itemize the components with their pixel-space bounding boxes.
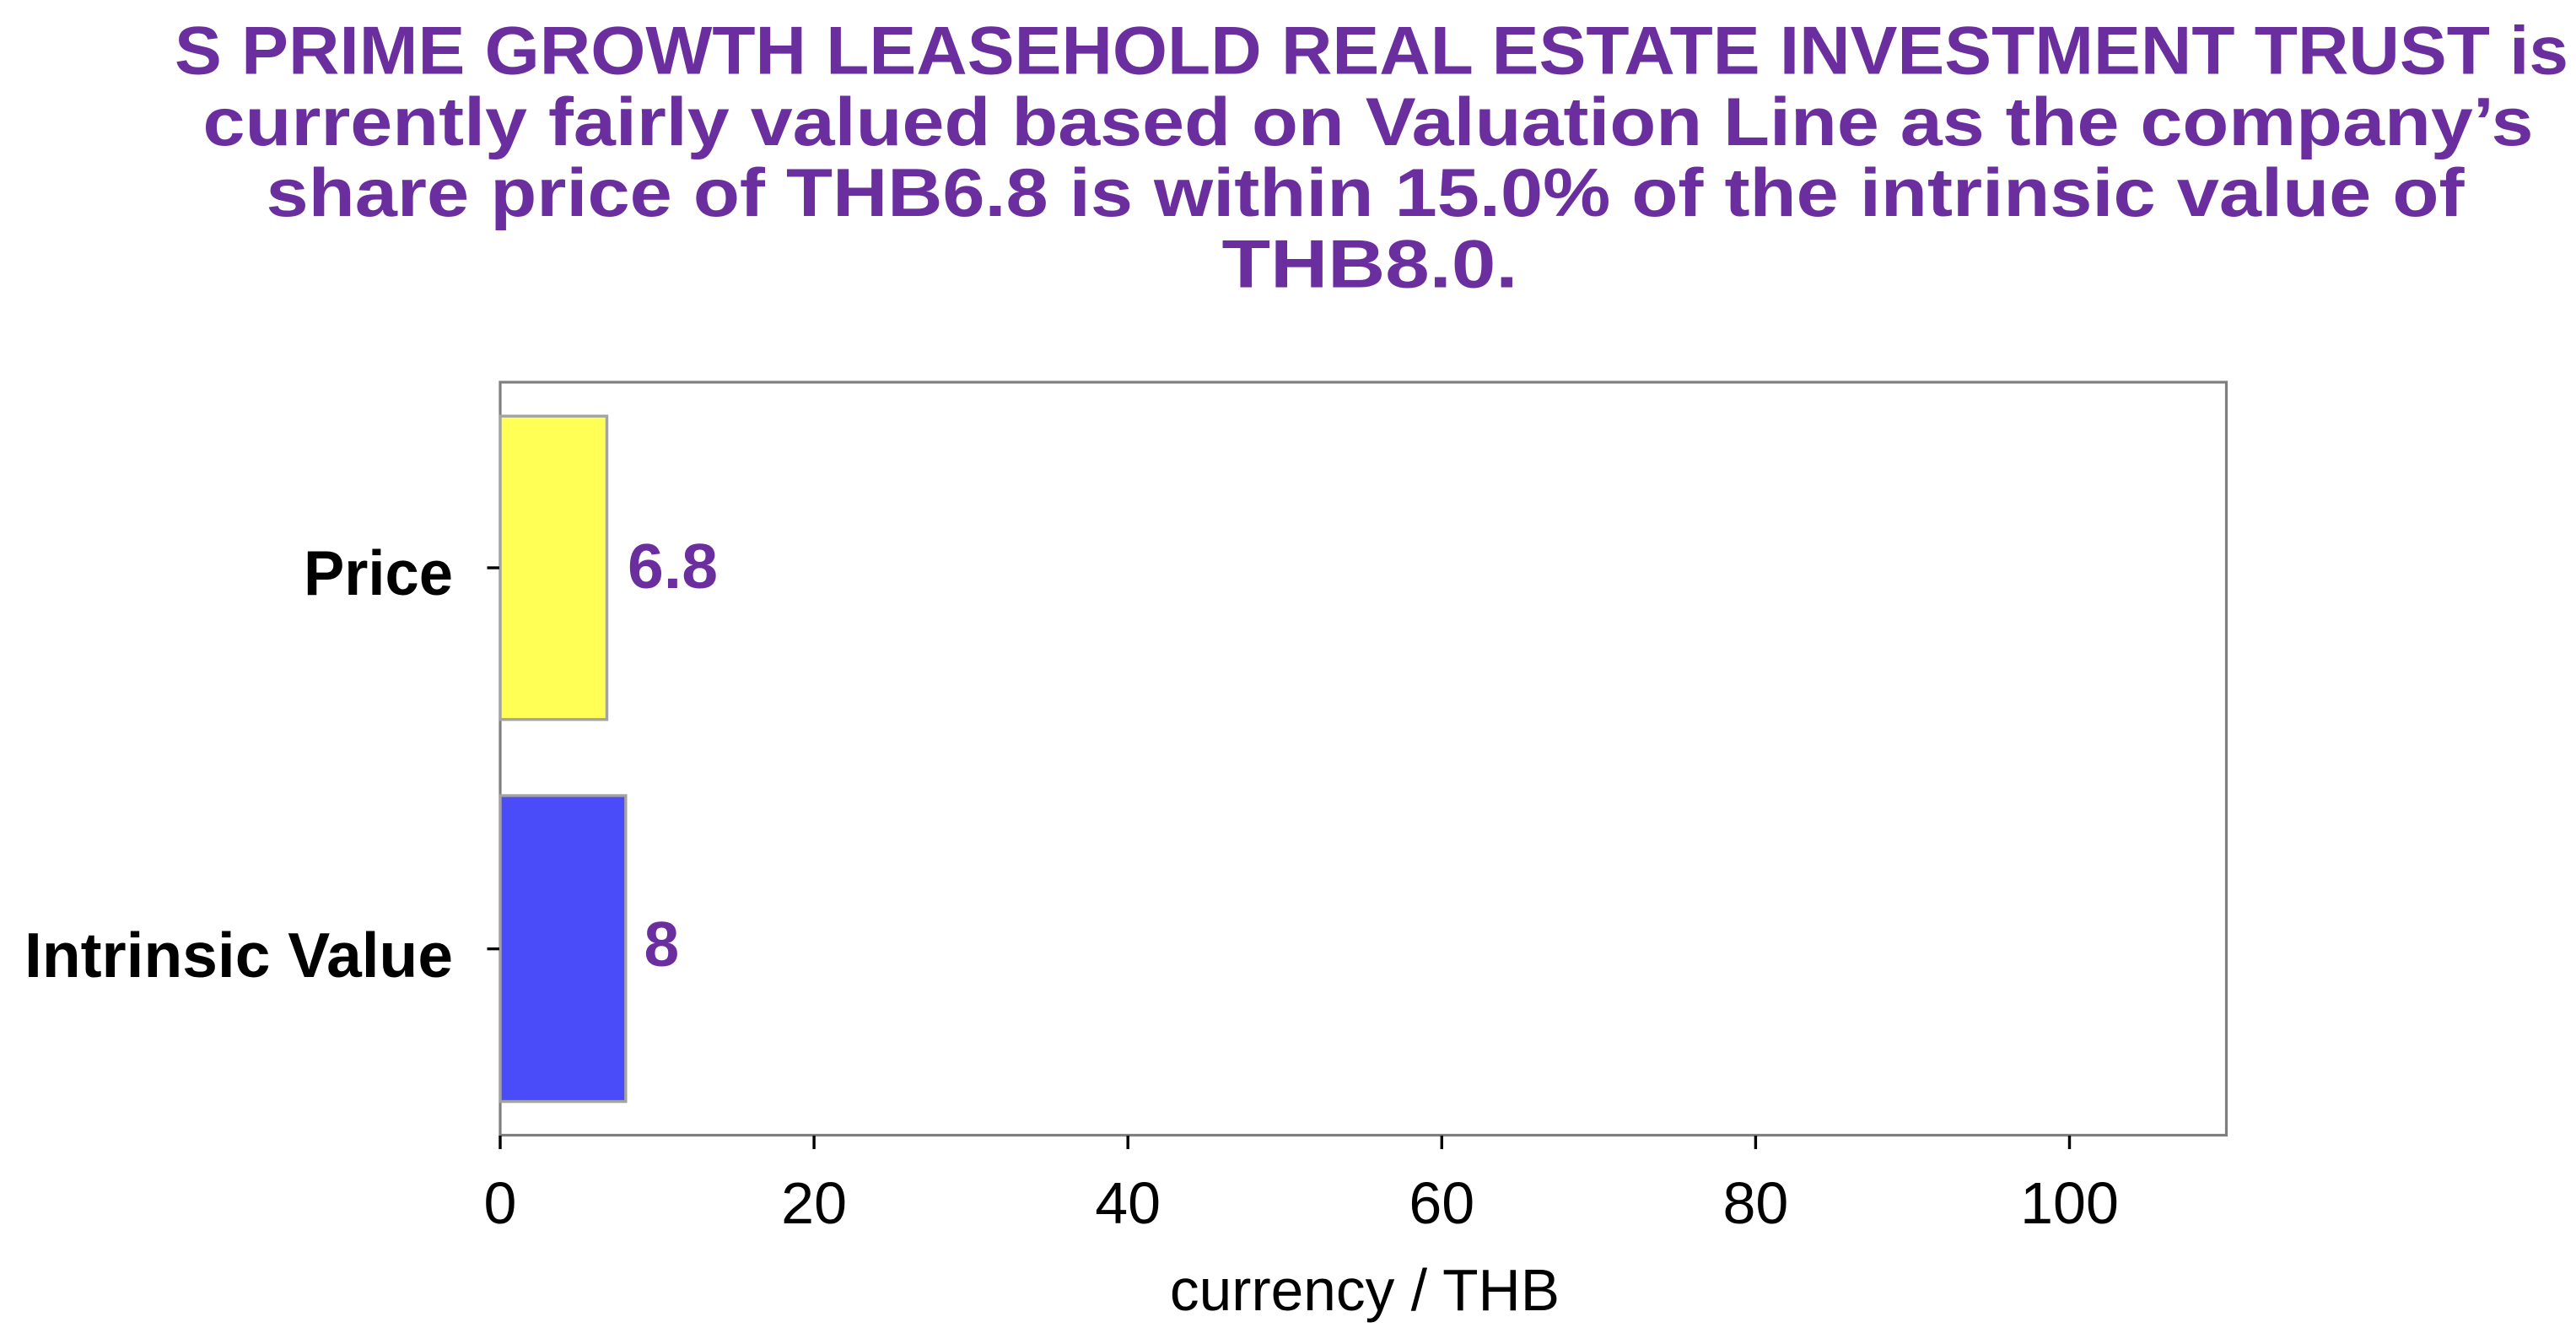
svg-text:20: 20 [781, 1170, 847, 1236]
svg-text:Price: Price [304, 537, 453, 608]
svg-text:6.8: 6.8 [628, 531, 718, 602]
svg-text:80: 80 [1722, 1170, 1788, 1236]
svg-text:THB8.0.: THB8.0. [1222, 226, 1518, 302]
svg-text:currently fairly valued based: currently fairly valued based on Valuati… [203, 84, 2534, 160]
svg-text:40: 40 [1095, 1170, 1161, 1236]
svg-text:Intrinsic Value: Intrinsic Value [24, 920, 453, 990]
svg-text:60: 60 [1409, 1170, 1474, 1236]
svg-text:100: 100 [2020, 1170, 2119, 1236]
svg-text:share price of THB6.8 is withi: share price of THB6.8 is within 15.0% of… [267, 155, 2466, 231]
svg-text:8: 8 [644, 909, 680, 980]
svg-text:S PRIME GROWTH LEASEHOLD REAL: S PRIME GROWTH LEASEHOLD REAL ESTATE INV… [175, 13, 2568, 89]
svg-text:currency / THB: currency / THB [1170, 1257, 1560, 1323]
svg-text:0: 0 [484, 1170, 517, 1236]
